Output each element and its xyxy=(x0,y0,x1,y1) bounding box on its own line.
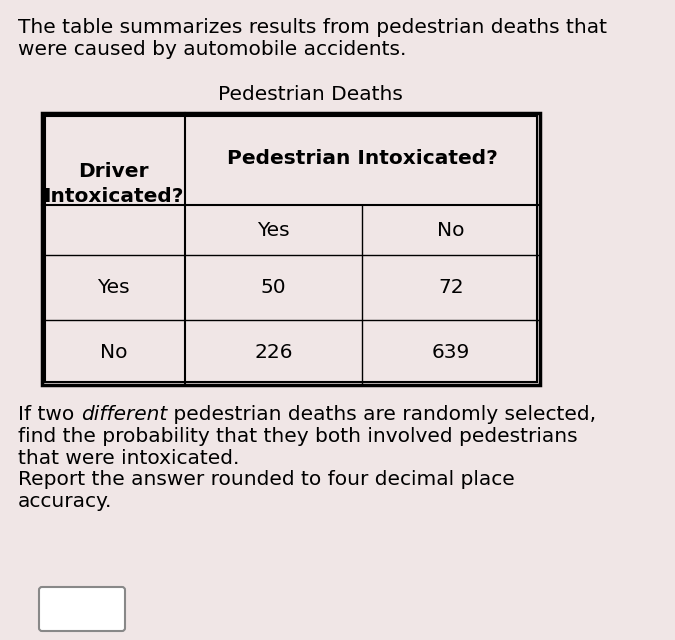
Text: accuracy.: accuracy. xyxy=(18,492,112,511)
Text: find the probability that they both involved pedestrians: find the probability that they both invo… xyxy=(18,427,578,445)
Text: The table summarizes results from pedestrian deaths that: The table summarizes results from pedest… xyxy=(18,18,607,37)
Bar xyxy=(45,116,537,382)
Text: No: No xyxy=(437,221,465,239)
FancyBboxPatch shape xyxy=(39,587,125,631)
Text: that were intoxicated.: that were intoxicated. xyxy=(18,449,240,467)
Text: 226: 226 xyxy=(254,343,293,362)
Text: Report the answer rounded to four decimal place: Report the answer rounded to four decima… xyxy=(18,470,515,489)
Text: Pedestrian Deaths: Pedestrian Deaths xyxy=(217,85,402,104)
Text: were caused by automobile accidents.: were caused by automobile accidents. xyxy=(18,40,406,60)
Text: Yes: Yes xyxy=(97,278,130,297)
Text: 639: 639 xyxy=(432,343,470,362)
Text: 72: 72 xyxy=(438,278,464,297)
Bar xyxy=(42,113,540,385)
Text: No: No xyxy=(100,343,128,362)
Text: Pedestrian Intoxicated?: Pedestrian Intoxicated? xyxy=(227,150,498,168)
Text: pedestrian deaths are randomly selected,: pedestrian deaths are randomly selected, xyxy=(167,405,596,424)
Text: 50: 50 xyxy=(261,278,286,297)
Text: If two: If two xyxy=(18,405,80,424)
Text: different: different xyxy=(80,405,167,424)
Text: Driver
Intoxicated?: Driver Intoxicated? xyxy=(43,162,184,206)
Text: Yes: Yes xyxy=(257,221,290,239)
